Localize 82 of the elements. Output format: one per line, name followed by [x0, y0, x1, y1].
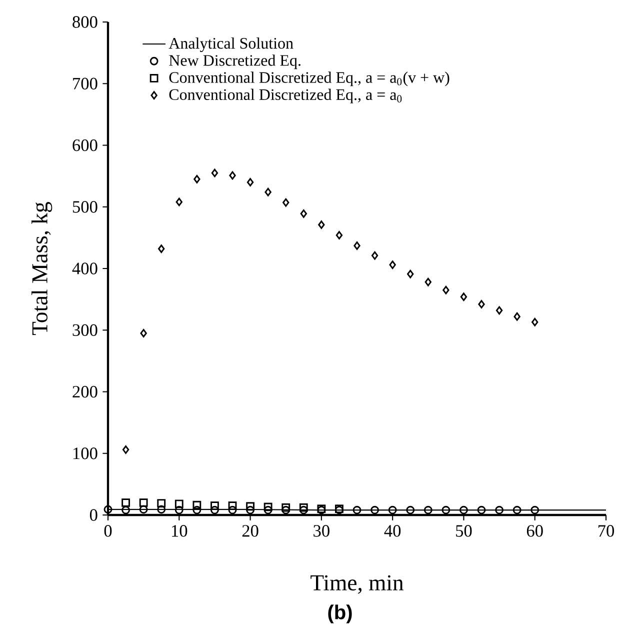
point [389, 260, 396, 270]
point [264, 506, 272, 514]
point [388, 506, 397, 514]
point [122, 498, 130, 507]
point [512, 506, 522, 514]
point [495, 506, 504, 514]
point [228, 502, 237, 510]
point [194, 174, 200, 184]
point [442, 286, 450, 294]
point [174, 500, 184, 508]
point [264, 502, 272, 512]
y-tick-label: 700 [73, 78, 98, 90]
point [336, 231, 343, 240]
y-axis-title: Total Mass, kg [32, 202, 52, 335]
point [264, 188, 272, 196]
legend-label: New Discretized Eq. [169, 54, 300, 70]
point [176, 198, 182, 206]
x-axis-title: Time, min [310, 575, 404, 594]
point [122, 506, 130, 514]
point [407, 270, 414, 278]
point [157, 505, 166, 514]
point [318, 220, 325, 229]
y-tick-label: 200 [72, 386, 98, 398]
point [139, 505, 148, 514]
point [460, 506, 468, 514]
y-tick-label: 300 [72, 324, 98, 336]
point [370, 506, 379, 514]
legend-label: Conventional Discretized Eq., a = a$_{0}$(v + w) [169, 72, 450, 86]
point [246, 178, 254, 186]
legend-label: Conventional Discretized Eq., a = a$_{0}$ [169, 88, 402, 104]
point [282, 198, 290, 207]
point [442, 506, 450, 514]
point [300, 209, 307, 218]
point [211, 168, 218, 178]
y-tick-label: 0 [90, 509, 98, 521]
point [104, 505, 112, 514]
point [157, 499, 166, 508]
x-tick-label: 20 [242, 525, 258, 537]
point [354, 242, 360, 250]
point [122, 445, 130, 454]
point [299, 506, 308, 514]
point [246, 502, 254, 511]
point [210, 502, 219, 510]
point [192, 500, 202, 510]
point [460, 292, 468, 302]
y-tick-label: 100 [73, 448, 98, 460]
point [282, 503, 290, 512]
x-tick-label: 0 [104, 525, 112, 537]
point [228, 506, 237, 514]
y-tick-label: 800 [72, 16, 98, 28]
point [158, 244, 165, 253]
point [210, 506, 219, 514]
point [496, 306, 503, 315]
point [174, 506, 184, 514]
text: (b) [328, 604, 352, 624]
point [282, 506, 290, 514]
point [424, 278, 432, 286]
x-tick-label: 30 [314, 525, 330, 537]
y-tick-label: 600 [72, 139, 98, 152]
point [424, 506, 432, 514]
point [478, 300, 485, 308]
point [299, 503, 308, 512]
point [352, 506, 362, 514]
point [477, 506, 486, 514]
point [139, 498, 148, 507]
point [371, 251, 378, 260]
point [514, 312, 520, 321]
x-tick-label: 60 [526, 525, 543, 537]
point [246, 506, 254, 514]
point [140, 329, 147, 338]
point [406, 506, 415, 514]
y-tick-label: 500 [72, 201, 98, 213]
x-tick-label: 70 [598, 525, 614, 537]
point [192, 506, 202, 514]
x-tick-label: 10 [172, 525, 188, 537]
legend-label: Analytical Solution [168, 37, 294, 52]
point [229, 171, 236, 180]
point [532, 318, 538, 326]
x-tick-label: 40 [384, 525, 401, 537]
x-tick-label: 50 [456, 525, 472, 537]
point [530, 506, 540, 514]
y-tick-label: 400 [72, 262, 98, 274]
